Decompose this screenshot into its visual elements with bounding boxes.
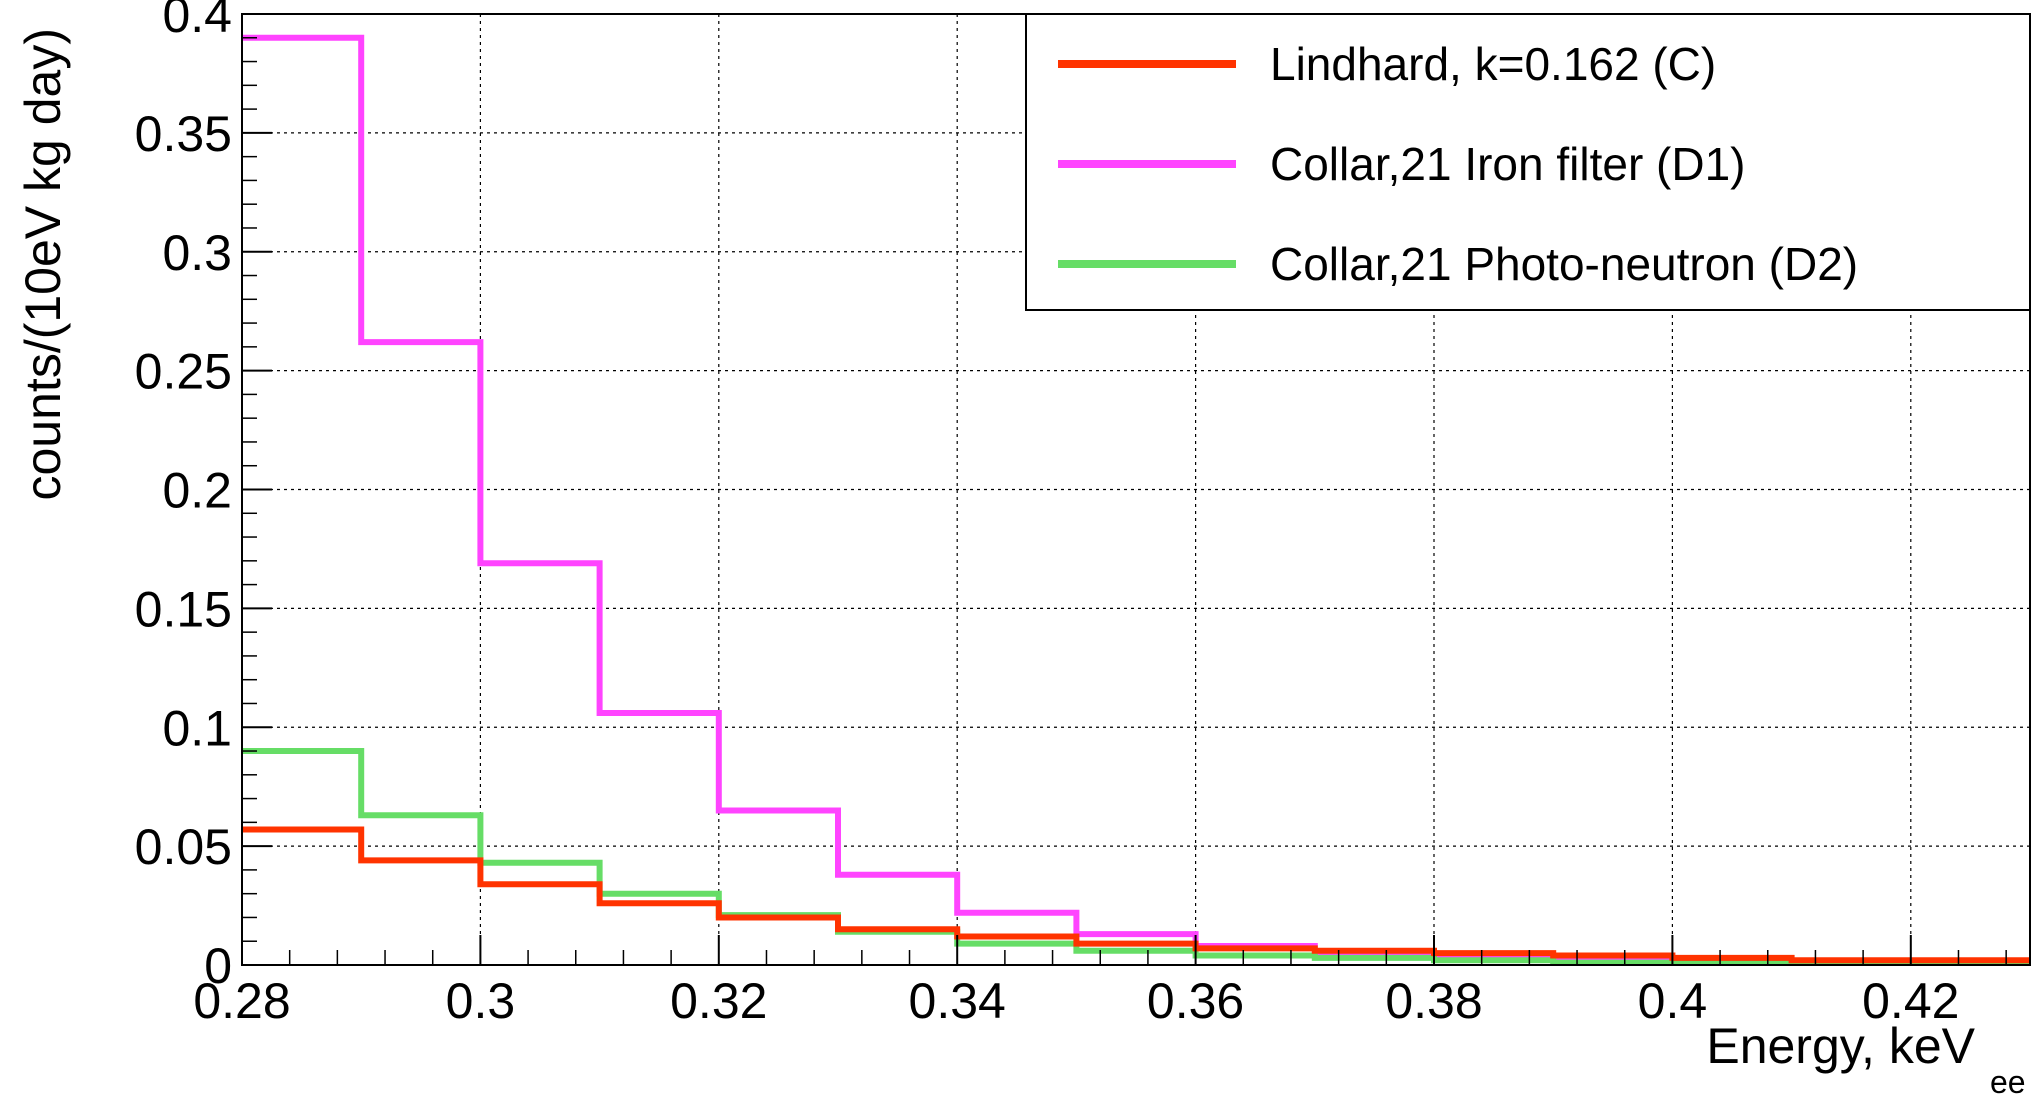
y-tick-label: 0.35 [135, 106, 232, 162]
y-tick-label: 0.25 [135, 344, 232, 400]
legend-label: Lindhard, k=0.162 (C) [1270, 38, 1716, 90]
x-axis-title-subscript: ee [1990, 1064, 2026, 1100]
y-tick-label: 0 [204, 938, 232, 994]
x-tick-label: 0.34 [909, 973, 1006, 1029]
y-axis-title: counts/(10eV kg day) [15, 28, 71, 501]
x-tick-label: 0.32 [670, 973, 767, 1029]
tick-labels: 0.28 0.3 0.32 0.34 0.36 0.38 0.4 0.42 0 0.05 0.1 0.… [135, 0, 1960, 1029]
x-tick-label: 0.36 [1147, 973, 1244, 1029]
x-tick-label: 0.3 [446, 973, 516, 1029]
x-tick-label: 0.4 [1638, 973, 1708, 1029]
x-tick-label: 0.38 [1385, 973, 1482, 1029]
axis-ticks [241, 13, 2007, 966]
legend-label: Collar,21 Iron filter (D1) [1270, 138, 1746, 190]
legend: Lindhard, k=0.162 (C) Collar,21 Iron filt… [1025, 13, 2031, 311]
y-tick-label: 0.4 [162, 0, 232, 43]
x-axis-title-main: Energy, keV [1706, 1018, 1975, 1074]
y-tick-label: 0.1 [162, 700, 232, 756]
x-axis-title: Energy, keV [1706, 1018, 1975, 1074]
y-tick-label: 0.15 [135, 581, 232, 637]
x-tick-label: 0.42 [1862, 973, 1959, 1029]
legend-label: Collar,21 Photo-neutron (D2) [1270, 238, 1858, 290]
y-tick-label: 0.3 [162, 225, 232, 281]
y-tick-label: 0.05 [135, 819, 232, 875]
y-tick-label: 0.2 [162, 463, 232, 519]
x-tick-label: 0.28 [193, 973, 290, 1029]
